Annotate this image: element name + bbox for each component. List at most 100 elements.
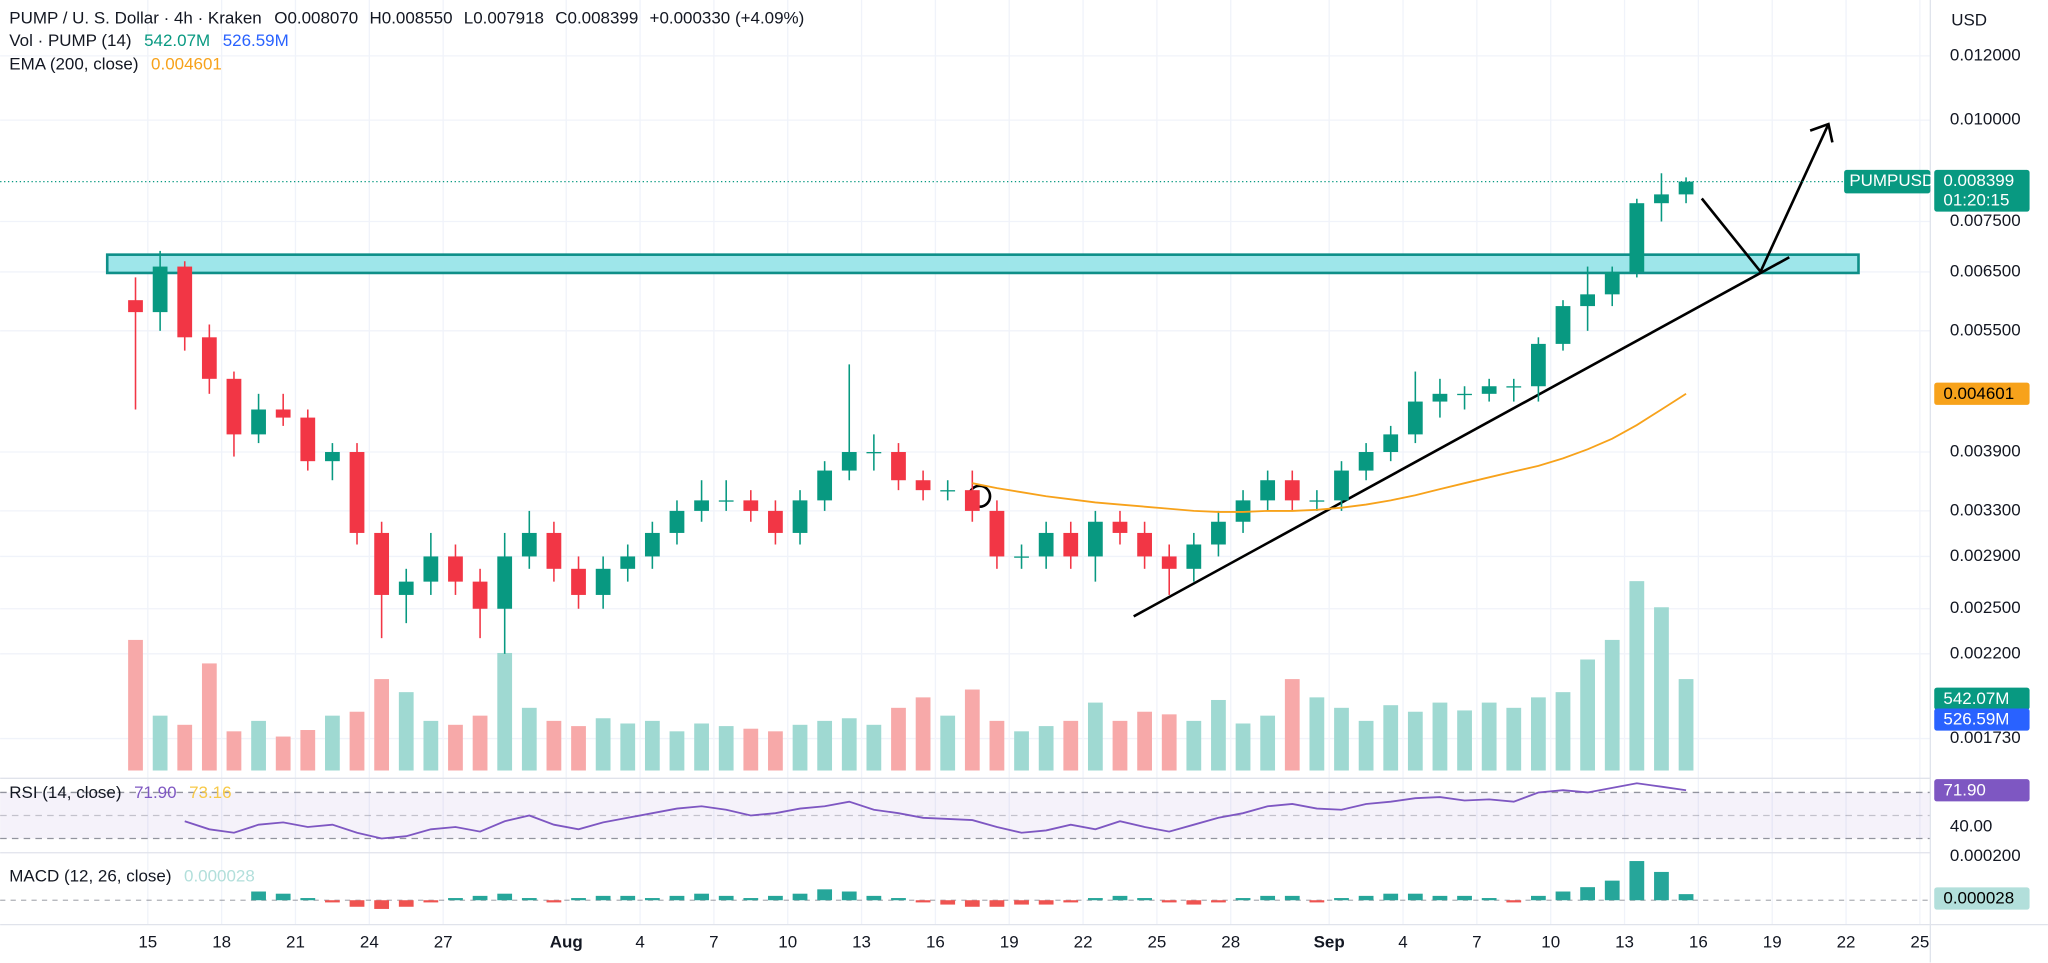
candle-body [1260,480,1276,501]
macd-bar [891,898,906,901]
volume-bar [1383,705,1399,771]
macd-bar [398,900,414,907]
macd-bar [1555,891,1571,901]
candle-body [1678,181,1694,195]
price-tag: 01:20:15 [1943,191,2009,210]
macd-bar [325,900,340,903]
resistance-zone [105,253,1860,275]
candle-body [152,266,168,313]
volume-bar [817,720,833,771]
volume-bar [128,639,143,771]
header: PUMP / U. S. Dollar · 4h · Kraken O0.008… [9,9,804,28]
x-tick-label: 22 [1074,932,1093,951]
macd-bar [1014,900,1029,905]
legend-label: MACD (12, 26, close) [9,867,171,886]
volume-bar [1654,607,1669,771]
macd-bar [1161,900,1177,903]
candle-body [1506,386,1522,388]
macd-bar [940,900,956,905]
volume-bar [841,718,857,771]
candle-body [669,510,685,533]
macd-bar [817,889,833,901]
macd-bar [1087,898,1103,901]
volume-bar [1211,699,1226,771]
grid [0,0,1931,925]
change: +0.000330 (+4.09%) [650,9,805,28]
macd-bar [1334,898,1349,901]
x-tick-label: 10 [778,932,797,951]
volume-bar [571,726,586,771]
ohlc-value: 0.008399 [568,9,639,28]
volume-bar [768,731,783,771]
x-tick-label: 21 [286,932,305,951]
x-tick-label: 7 [709,932,718,951]
candle-body [768,510,783,533]
macd-bar [1235,898,1251,901]
candle-body [1457,393,1472,396]
candle-body [1383,434,1399,453]
volume-bar [694,723,709,771]
candle-body [891,452,906,481]
rsi-tag-box [1934,779,2030,802]
macd-bar [1531,895,1546,901]
arrow-head [1809,122,1834,143]
volume-bar [546,720,562,771]
candle-body [644,532,660,557]
candle-body [1137,532,1152,557]
macd-tag-box [1934,887,2030,910]
volume-bar [915,697,931,771]
candle-body [201,337,217,379]
macd-bar [300,898,316,901]
candle-body [1014,556,1029,558]
ohlc-key: C [555,9,567,28]
candle-body [1629,203,1645,272]
macd-bar [374,900,390,909]
macd-bar [1432,895,1448,901]
price-tag: 0.008399 [1943,171,2014,190]
candle-body [423,556,439,582]
macd-bar [792,893,808,901]
volume-bar [152,715,168,771]
candle-body [1654,194,1669,204]
legend-value: 0.004601 [151,55,222,74]
candle-body [694,500,709,511]
x-tick-label: 4 [1398,932,1407,951]
volume-bar [866,724,882,771]
macd-bar [718,895,734,901]
volume-bar [497,652,513,771]
volume-bar [989,720,1005,771]
candle-body [1186,544,1202,569]
candle-body [866,452,882,454]
candle-body [1063,532,1079,557]
x-tick-label: 25 [1147,932,1166,951]
rsi-legend: RSI (14, close) 71.90 73.16 [9,783,231,802]
ema-legend: EMA (200, close) 0.004601 [9,55,222,74]
candle-body [1211,521,1226,545]
candle-body [448,556,463,582]
volume-bar [595,718,611,771]
macd-bar [349,900,365,907]
ohlc-value: 0.007918 [473,9,544,28]
candle-body [177,266,193,338]
macd-bar [1629,861,1645,901]
volume-bar [226,731,242,771]
macd-bar [866,895,882,901]
macd-bar [1481,898,1497,901]
y-tick-label: 0.003300 [1950,500,2021,519]
volume-bar [1531,697,1546,771]
volume-tag-box [1934,687,2030,710]
volume-bar [251,720,266,771]
projection-arrow [1700,123,1830,275]
macd-bar [1358,895,1374,901]
legend-value: 526.59M [223,31,289,50]
volume-bar [718,726,734,771]
volume-ma-tag-box [1934,708,2030,731]
candle-body [989,510,1005,557]
macd-bar [1038,900,1054,905]
candle-body [964,490,980,511]
candle-body [1087,521,1103,557]
ohlc-key: L [464,9,473,28]
volume-bar [964,689,980,771]
y-tick-label: 0.002500 [1950,598,2021,617]
y-tick-label: 0.001730 [1950,728,2021,747]
